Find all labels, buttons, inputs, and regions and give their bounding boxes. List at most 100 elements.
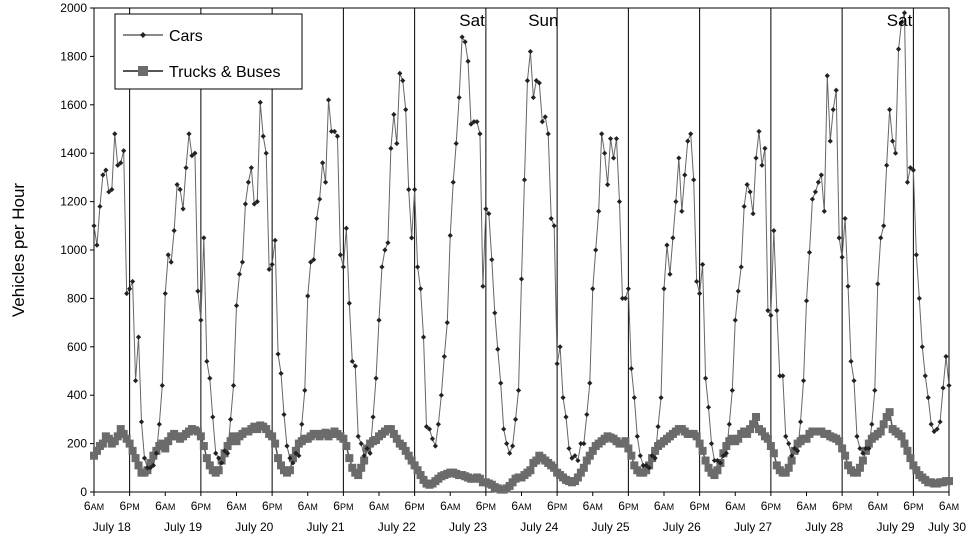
cars-point [563,414,569,420]
cars-point [622,295,629,301]
cars-point [284,443,290,449]
cars-point [501,426,507,432]
cars-point [777,373,783,379]
trucks-point [119,429,128,438]
cars-point [889,138,896,144]
trucks-point [585,451,594,460]
x-tick-label: 6AM [511,499,531,513]
cars-point [495,346,501,352]
trucks-point [134,461,143,470]
cars-point [664,242,670,248]
trucks-point [864,439,873,448]
x-tick-label: 6AM [369,499,389,513]
trucks-point [787,456,796,465]
cars-point [138,419,145,425]
cars-point [747,189,753,195]
cars-point [334,133,341,139]
cars-point [634,433,640,439]
trucks-point [285,466,294,475]
y-tick-label: 1600 [60,98,87,112]
cars-point [830,107,836,113]
cars-point [456,94,462,101]
trucks-point [125,439,134,448]
trucks-point [401,446,410,455]
trucks-point [769,449,778,458]
cars-point [545,131,551,137]
cars-point [147,465,154,471]
trucks-point [116,425,125,434]
x-tick-label: 6PM [191,499,211,513]
day-label: July 26 [663,520,701,534]
cars-point [168,259,174,265]
cars-point [266,266,272,272]
trucks-point [232,437,241,446]
day-annotation: Sat [459,11,485,30]
trucks-point [98,439,107,448]
cars-point [581,441,587,447]
cars-point [177,186,183,193]
trucks-point [223,442,232,451]
cars-point [720,453,726,459]
cars-point [616,199,623,205]
cars-point [281,411,287,418]
x-tick-label: 6PM [903,499,923,513]
cars-point [308,259,314,265]
cars-point [542,114,548,120]
cars-point [219,460,225,466]
cars-point [756,128,762,135]
cars-point [376,317,382,323]
cars-point [156,421,162,427]
cars-point [723,450,729,456]
trucks-point [193,427,202,436]
trucks-point [226,437,235,446]
trucks-point [903,446,912,455]
trucks-point [841,451,850,460]
y-tick-label: 600 [67,340,87,354]
trucks-point [386,425,395,434]
cars-point [417,286,424,292]
cars-point [907,165,914,171]
cars-point [854,433,860,439]
cars-point [590,286,596,292]
cars-point [361,453,367,459]
trucks-point [752,412,761,421]
cars-point [872,387,878,393]
legend-trucks-label: Trucks & Buses [169,64,280,81]
cars-point [631,395,637,401]
trucks-point [345,454,354,463]
cars-point [263,150,269,156]
y-tick-label: 800 [67,291,87,305]
cars-point [842,215,848,222]
cars-point [797,419,804,425]
cars-point [613,136,620,142]
trucks-point [149,451,158,460]
cars-point [628,365,634,372]
trucks-point [389,429,398,438]
trucks-point [229,432,238,441]
trucks-point [360,456,369,465]
trucks-point [722,442,731,451]
trucks-point [271,439,280,448]
cars-point [394,140,400,147]
cars-point [302,387,308,393]
trucks-point [710,471,719,480]
cars-point [524,78,531,84]
trucks-point [879,420,888,429]
x-tick-label: 6AM [440,499,460,513]
day-label: July 27 [734,520,772,534]
trucks-point [704,463,713,472]
trucks-point [214,466,223,475]
cars-point [836,235,842,241]
trucks-point [882,412,891,421]
cars-point [919,344,925,350]
trucks-point [199,442,208,451]
cars-point [94,242,100,248]
cars-point [492,310,498,316]
y-tick-label: 1800 [60,49,87,63]
trucks-point [835,437,844,446]
cars-point [554,361,560,367]
x-tick-label: 6PM [476,499,496,513]
trucks-point [885,408,894,417]
cars-point [670,235,676,241]
cars-point [815,179,821,185]
